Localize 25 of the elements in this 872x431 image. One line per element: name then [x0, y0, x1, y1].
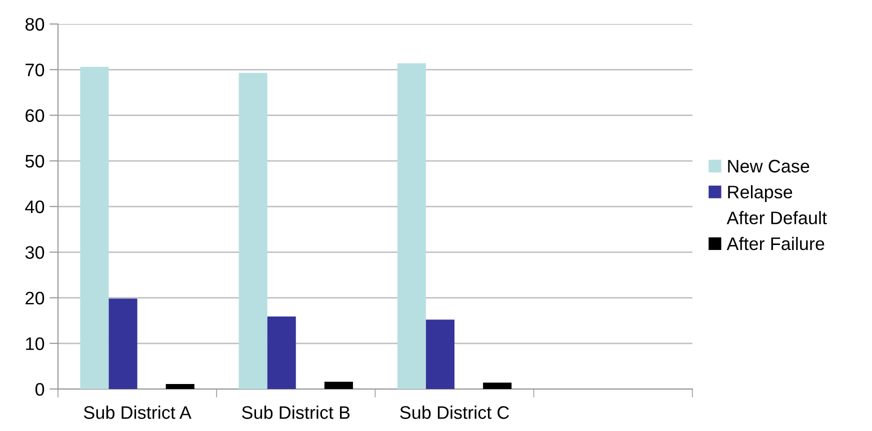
y-tick-label: 0: [35, 382, 44, 396]
x-tick-label: Sub District A: [84, 406, 192, 419]
legend-label: New Case: [728, 160, 810, 173]
legend-label: Relapse: [728, 185, 792, 202]
x-tick-label: Sub District C: [400, 406, 509, 419]
y-tick-label: 50: [25, 154, 44, 168]
bar: [166, 384, 194, 390]
bar: [238, 72, 268, 390]
y-tick-label: 60: [26, 109, 44, 122]
y-tick-label: 70: [26, 64, 44, 76]
y-tick-label: 30: [25, 246, 44, 259]
y-tick-label: 80: [25, 18, 44, 31]
bar: [267, 316, 296, 390]
bar: [108, 298, 138, 390]
bar: [324, 382, 353, 390]
bar: [483, 382, 512, 390]
bar: [426, 320, 454, 390]
bar: [397, 63, 426, 390]
y-tick-label: 40: [25, 200, 44, 214]
y-tick-label: 20: [26, 292, 44, 304]
bar: [80, 66, 109, 390]
text: After Default: [726, 211, 827, 224]
y-tick-label: 10: [26, 337, 44, 350]
x-tick-label: Sub District B: [242, 406, 350, 419]
legend-label: After Failure: [726, 236, 824, 250]
